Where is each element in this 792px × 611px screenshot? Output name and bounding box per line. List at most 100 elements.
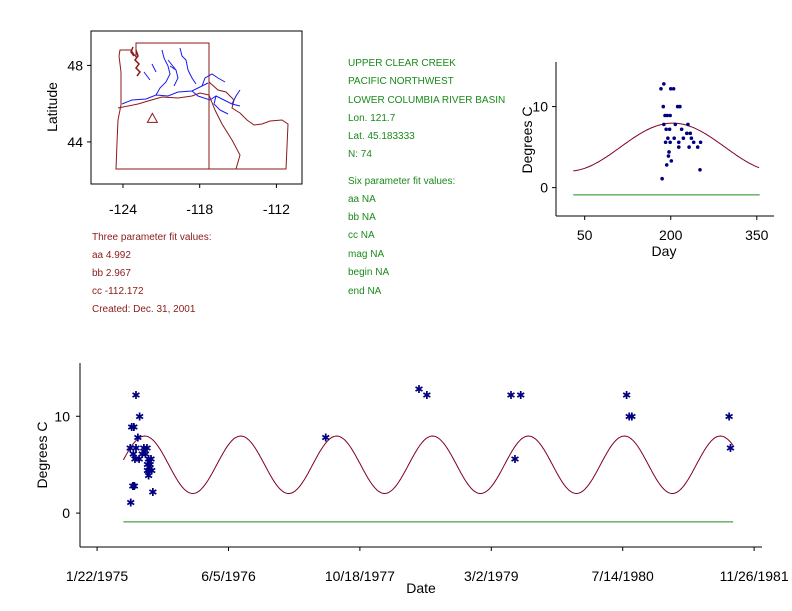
series-point: ✱ — [131, 389, 140, 402]
series-point: ✱ — [516, 389, 525, 402]
season-point — [686, 122, 690, 127]
season-ytick-label: 10 — [532, 99, 548, 115]
series-point: ✱ — [126, 496, 135, 509]
site-n: N: 74 — [348, 149, 372, 160]
series-point: ✱ — [148, 486, 157, 499]
season-point — [668, 140, 672, 145]
series-ticks: 1/22/1975 6/5/1976 10/18/1977 3/2/1979 7/14/… — [54, 408, 788, 584]
season-point — [687, 145, 691, 149]
season-ylabel: Degrees C — [519, 107, 535, 174]
puget-sound — [130, 46, 141, 77]
series-point: ✱ — [131, 442, 140, 455]
map-frame — [90, 30, 303, 185]
season-point — [667, 127, 672, 132]
season-point — [666, 154, 671, 158]
site-basin: LOWER COLUMBIA RIVER BASIN — [348, 95, 506, 106]
season-point — [659, 86, 663, 91]
series-point: ✱ — [127, 421, 136, 434]
map-ytick-label: 48 — [67, 57, 83, 73]
season-point — [676, 140, 681, 145]
series-point: ✱ — [147, 464, 156, 477]
site-marker-triangle — [146, 112, 159, 123]
series-ylabel: Degrees C — [34, 422, 50, 489]
series-xlabel: Date — [406, 580, 436, 596]
series-point: ✱ — [625, 410, 634, 423]
season-point — [678, 104, 682, 109]
six-param-title: Six parameter fit values: — [348, 176, 456, 187]
season-point — [660, 176, 664, 181]
season-point — [679, 127, 684, 132]
season-point — [698, 168, 702, 172]
location-map: -124 -118 -112 48 44 Latitude — [44, 30, 303, 217]
season-point — [689, 136, 694, 140]
six-param-aa: aa NA — [348, 194, 376, 205]
season-point — [667, 150, 671, 154]
series-point: ✱ — [726, 442, 735, 455]
six-param-mag: mag NA — [348, 249, 385, 260]
map-xtick-label: -118 — [186, 201, 213, 217]
series-fit-curve — [122, 435, 734, 495]
series-point: ✱ — [135, 453, 144, 466]
series-point: ✱ — [146, 453, 155, 466]
series-xtick-label: 7/14/1980 — [592, 568, 654, 584]
three-param-cc: cc -112.172 — [92, 286, 144, 297]
season-points — [659, 82, 703, 181]
series-point: ✱ — [422, 389, 431, 402]
season-point — [673, 122, 678, 127]
season-point — [695, 145, 700, 149]
series-xtick-label: 6/5/1976 — [201, 568, 256, 584]
series-point: ✱ — [135, 410, 144, 423]
six-param-bb: bb NA — [348, 212, 376, 223]
season-point — [676, 145, 681, 149]
series-point: ✱ — [146, 459, 155, 472]
series-xtick-label: 10/18/1977 — [325, 568, 395, 584]
site-lat: Lat. 45.183333 — [348, 131, 415, 142]
series-point: ✱ — [143, 459, 152, 472]
map-axes: -124 -118 -112 48 44 — [67, 57, 290, 217]
map-ylabel: Latitude — [44, 82, 60, 132]
season-point — [669, 159, 674, 163]
season-point — [681, 136, 686, 140]
series-xtick-label: 3/2/1979 — [464, 568, 519, 584]
seasonal-chart: 50 200 350 0 10 Degrees C Day — [519, 62, 774, 259]
series-xtick-label: 11/26/1981 — [720, 568, 789, 584]
six-param-end: end NA — [348, 286, 382, 297]
season-point — [668, 86, 673, 91]
season-point — [661, 104, 666, 109]
site-lon: Lon. 121.7 — [348, 113, 396, 124]
series-point: ✱ — [138, 448, 147, 461]
series-point: ✱ — [133, 432, 142, 445]
series-point: ✱ — [143, 464, 152, 477]
series-point: ✱ — [506, 389, 515, 402]
series-point: ✱ — [129, 421, 138, 434]
series-point: ✱ — [130, 480, 139, 493]
three-param-title: Three parameter fit values: — [92, 232, 212, 243]
series-ytick-label: 10 — [54, 408, 70, 424]
site-name: UPPER CLEAR CREEK — [348, 58, 456, 69]
series-point: ✱ — [321, 432, 330, 445]
season-point — [688, 131, 693, 136]
season-point — [685, 131, 689, 136]
season-ticks: 50 200 350 0 10 — [532, 99, 768, 243]
season-xtick-label: 350 — [745, 227, 769, 243]
series-point: ✱ — [414, 383, 423, 396]
season-point — [665, 113, 670, 118]
series-point: ✱ — [510, 453, 519, 466]
series-point: ✱ — [627, 410, 636, 423]
season-point — [662, 122, 666, 127]
series-point: ✱ — [130, 453, 139, 466]
series-xtick-label: 1/22/1975 — [66, 568, 128, 584]
series-point: ✱ — [129, 448, 138, 461]
season-xlabel: Day — [652, 243, 677, 259]
season-point — [663, 140, 668, 145]
series-point: ✱ — [139, 442, 148, 455]
season-point — [671, 86, 676, 91]
six-param-cc: cc NA — [348, 230, 375, 241]
state-boundaries — [115, 42, 289, 170]
series-ytick-label: 0 — [62, 505, 70, 521]
map-ytick-label: 44 — [67, 134, 83, 150]
season-ytick-label: 0 — [540, 180, 548, 196]
season-point — [662, 82, 666, 86]
river-network — [121, 47, 241, 115]
season-fit-curve — [573, 122, 760, 172]
